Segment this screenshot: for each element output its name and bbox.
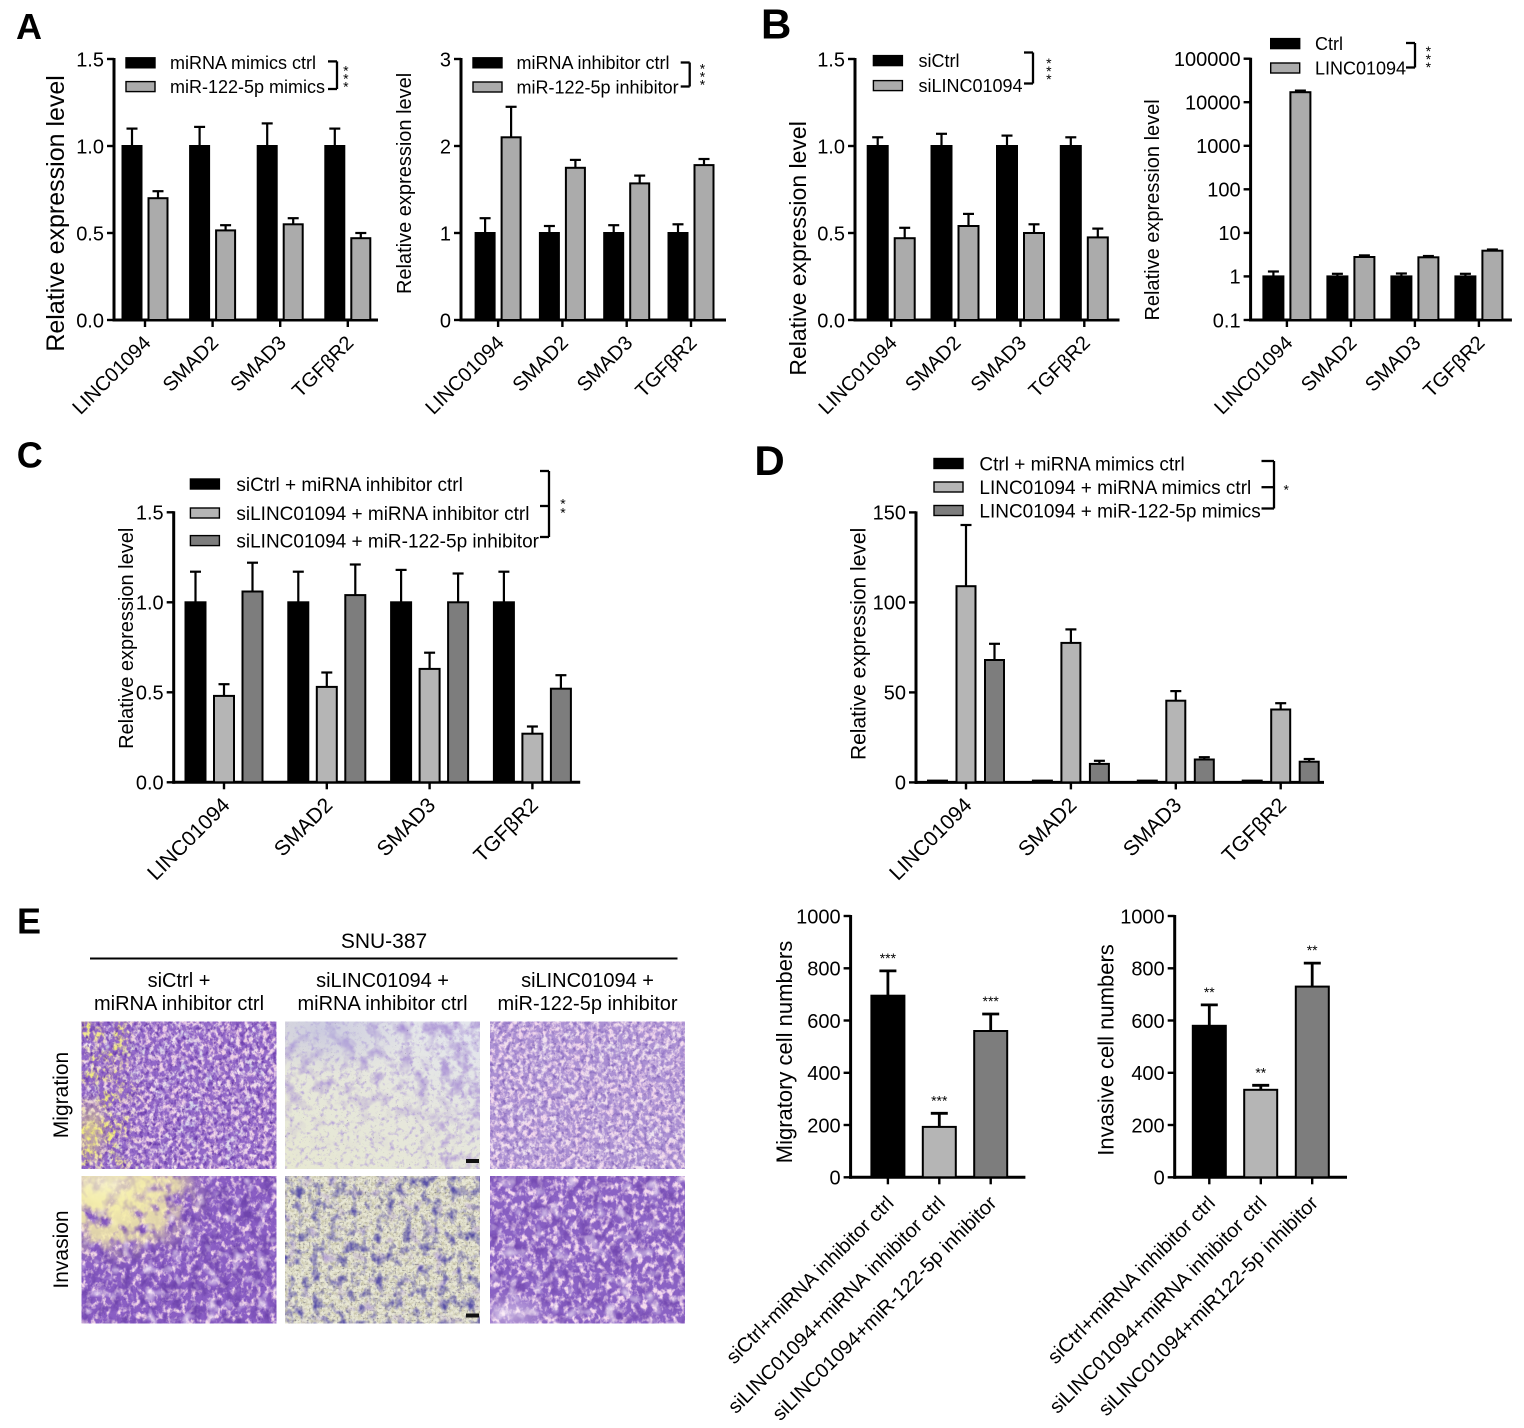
- svg-text:1.0: 1.0: [136, 593, 164, 615]
- svg-text:10000: 10000: [1185, 93, 1241, 115]
- svg-text:600: 600: [807, 1011, 840, 1033]
- svg-text:C: C: [17, 435, 43, 476]
- svg-text:1000: 1000: [1120, 906, 1165, 928]
- svg-text:miRNA inhibitor ctrl: miRNA inhibitor ctrl: [517, 53, 670, 73]
- svg-text:siLINC01094 +: siLINC01094 +: [316, 970, 449, 992]
- svg-text:siLINC01094 + miRNA inhibitor: siLINC01094 + miRNA inhibitor ctrl: [236, 504, 529, 525]
- svg-text:*: *: [1426, 43, 1432, 59]
- svg-text:0.5: 0.5: [76, 223, 104, 245]
- svg-text:0.1: 0.1: [1213, 310, 1241, 332]
- svg-text:*: *: [1046, 71, 1052, 87]
- svg-text:siLINC01094 +: siLINC01094 +: [521, 970, 654, 992]
- svg-text:*: *: [1046, 55, 1052, 71]
- svg-text:Invasion: Invasion: [50, 1210, 73, 1288]
- svg-text:*: *: [560, 505, 566, 521]
- svg-text:***: ***: [880, 950, 897, 966]
- svg-text:1.5: 1.5: [76, 49, 104, 71]
- svg-text:400: 400: [807, 1063, 840, 1085]
- svg-text:**: **: [1255, 1064, 1266, 1080]
- svg-text:*: *: [1046, 63, 1052, 79]
- svg-text:Ctrl + miRNA mimics ctrl: Ctrl + miRNA mimics ctrl: [979, 454, 1184, 475]
- svg-text:*: *: [700, 77, 706, 93]
- svg-text:0.0: 0.0: [136, 773, 164, 795]
- svg-text:*: *: [343, 79, 349, 95]
- svg-text:siLINC01094 + miR-122-5p inhib: siLINC01094 + miR-122-5p inhibitor: [236, 531, 539, 552]
- svg-text:Relative expression level: Relative expression level: [1142, 99, 1164, 320]
- svg-text:Migratory cell numbers: Migratory cell numbers: [772, 941, 797, 1164]
- svg-text:*: *: [700, 61, 706, 77]
- svg-text:siLINC01094: siLINC01094: [919, 76, 1023, 96]
- svg-text:1.5: 1.5: [136, 503, 164, 525]
- svg-text:**: **: [1204, 984, 1215, 1000]
- svg-text:miRNA inhibitor ctrl: miRNA inhibitor ctrl: [94, 993, 264, 1015]
- svg-text:1: 1: [1229, 267, 1240, 289]
- svg-text:200: 200: [807, 1115, 840, 1137]
- svg-text:800: 800: [807, 959, 840, 981]
- svg-text:miRNA mimics ctrl: miRNA mimics ctrl: [170, 53, 316, 73]
- svg-text:1000: 1000: [1196, 136, 1241, 158]
- svg-text:**: **: [1307, 942, 1318, 958]
- svg-text:Migration: Migration: [50, 1052, 73, 1138]
- svg-text:A: A: [16, 6, 42, 47]
- svg-text:LINC01094 + miRNA mimics ctrl: LINC01094 + miRNA mimics ctrl: [979, 478, 1251, 499]
- svg-text:Invasive cell numbers: Invasive cell numbers: [1093, 944, 1118, 1156]
- svg-text:B: B: [761, 1, 791, 48]
- svg-text:50: 50: [884, 683, 906, 705]
- svg-text:1.0: 1.0: [76, 136, 104, 158]
- svg-text:100000: 100000: [1174, 49, 1241, 71]
- svg-text:Relative expression level: Relative expression level: [785, 121, 811, 375]
- svg-text:Relative expression level: Relative expression level: [116, 528, 138, 749]
- svg-text:*: *: [700, 69, 706, 85]
- svg-text:*: *: [560, 495, 566, 511]
- svg-text:miR-122-5p inhibitor: miR-122-5p inhibitor: [497, 993, 677, 1015]
- svg-text:siCtrl: siCtrl: [919, 51, 960, 71]
- svg-text:miR-122-5p inhibitor: miR-122-5p inhibitor: [517, 77, 679, 97]
- svg-text:miR-122-5p mimics: miR-122-5p mimics: [170, 77, 325, 97]
- svg-text:*: *: [1426, 59, 1432, 75]
- svg-text:0.5: 0.5: [817, 223, 845, 245]
- svg-text:LINC01094: LINC01094: [1315, 58, 1406, 78]
- svg-text:*: *: [343, 71, 349, 87]
- svg-text:1: 1: [440, 223, 451, 245]
- svg-text:0: 0: [1154, 1168, 1165, 1190]
- svg-text:Relative expression level: Relative expression level: [42, 75, 70, 352]
- svg-text:*: *: [1283, 482, 1289, 498]
- svg-text:0.0: 0.0: [76, 310, 104, 332]
- svg-text:siCtrl + miRNA inhibitor ctrl: siCtrl + miRNA inhibitor ctrl: [236, 475, 462, 496]
- svg-text:Relative expression level: Relative expression level: [848, 528, 871, 760]
- svg-text:SNU-387: SNU-387: [341, 930, 427, 953]
- svg-text:Relative expression level: Relative expression level: [394, 73, 416, 294]
- svg-text:LINC01094 + miR-122-5p mimics: LINC01094 + miR-122-5p mimics: [979, 501, 1260, 522]
- svg-text:0: 0: [829, 1168, 840, 1190]
- svg-text:E: E: [17, 901, 41, 942]
- svg-text:100: 100: [1207, 180, 1240, 202]
- svg-text:siCtrl +: siCtrl +: [148, 970, 211, 992]
- svg-text:150: 150: [873, 503, 906, 525]
- svg-text:*: *: [1426, 51, 1432, 67]
- svg-text:0: 0: [895, 773, 906, 795]
- svg-text:*: *: [343, 63, 349, 79]
- svg-text:600: 600: [1131, 1011, 1164, 1033]
- svg-text:***: ***: [983, 993, 1000, 1009]
- svg-text:200: 200: [1131, 1115, 1164, 1137]
- svg-text:0: 0: [440, 310, 451, 332]
- svg-text:100: 100: [873, 593, 906, 615]
- svg-text:Ctrl: Ctrl: [1315, 34, 1343, 54]
- svg-text:miRNA inhibitor ctrl: miRNA inhibitor ctrl: [297, 993, 467, 1015]
- svg-text:***: ***: [931, 1092, 948, 1108]
- svg-text:1000: 1000: [796, 906, 841, 928]
- svg-text:3: 3: [440, 49, 451, 71]
- svg-text:D: D: [754, 437, 784, 484]
- svg-text:0.0: 0.0: [817, 310, 845, 332]
- svg-text:10: 10: [1218, 223, 1240, 245]
- svg-text:1.5: 1.5: [817, 49, 845, 71]
- svg-text:2: 2: [440, 136, 451, 158]
- svg-text:1.0: 1.0: [817, 136, 845, 158]
- svg-text:400: 400: [1131, 1063, 1164, 1085]
- svg-text:800: 800: [1131, 959, 1164, 981]
- svg-text:0.5: 0.5: [136, 683, 164, 705]
